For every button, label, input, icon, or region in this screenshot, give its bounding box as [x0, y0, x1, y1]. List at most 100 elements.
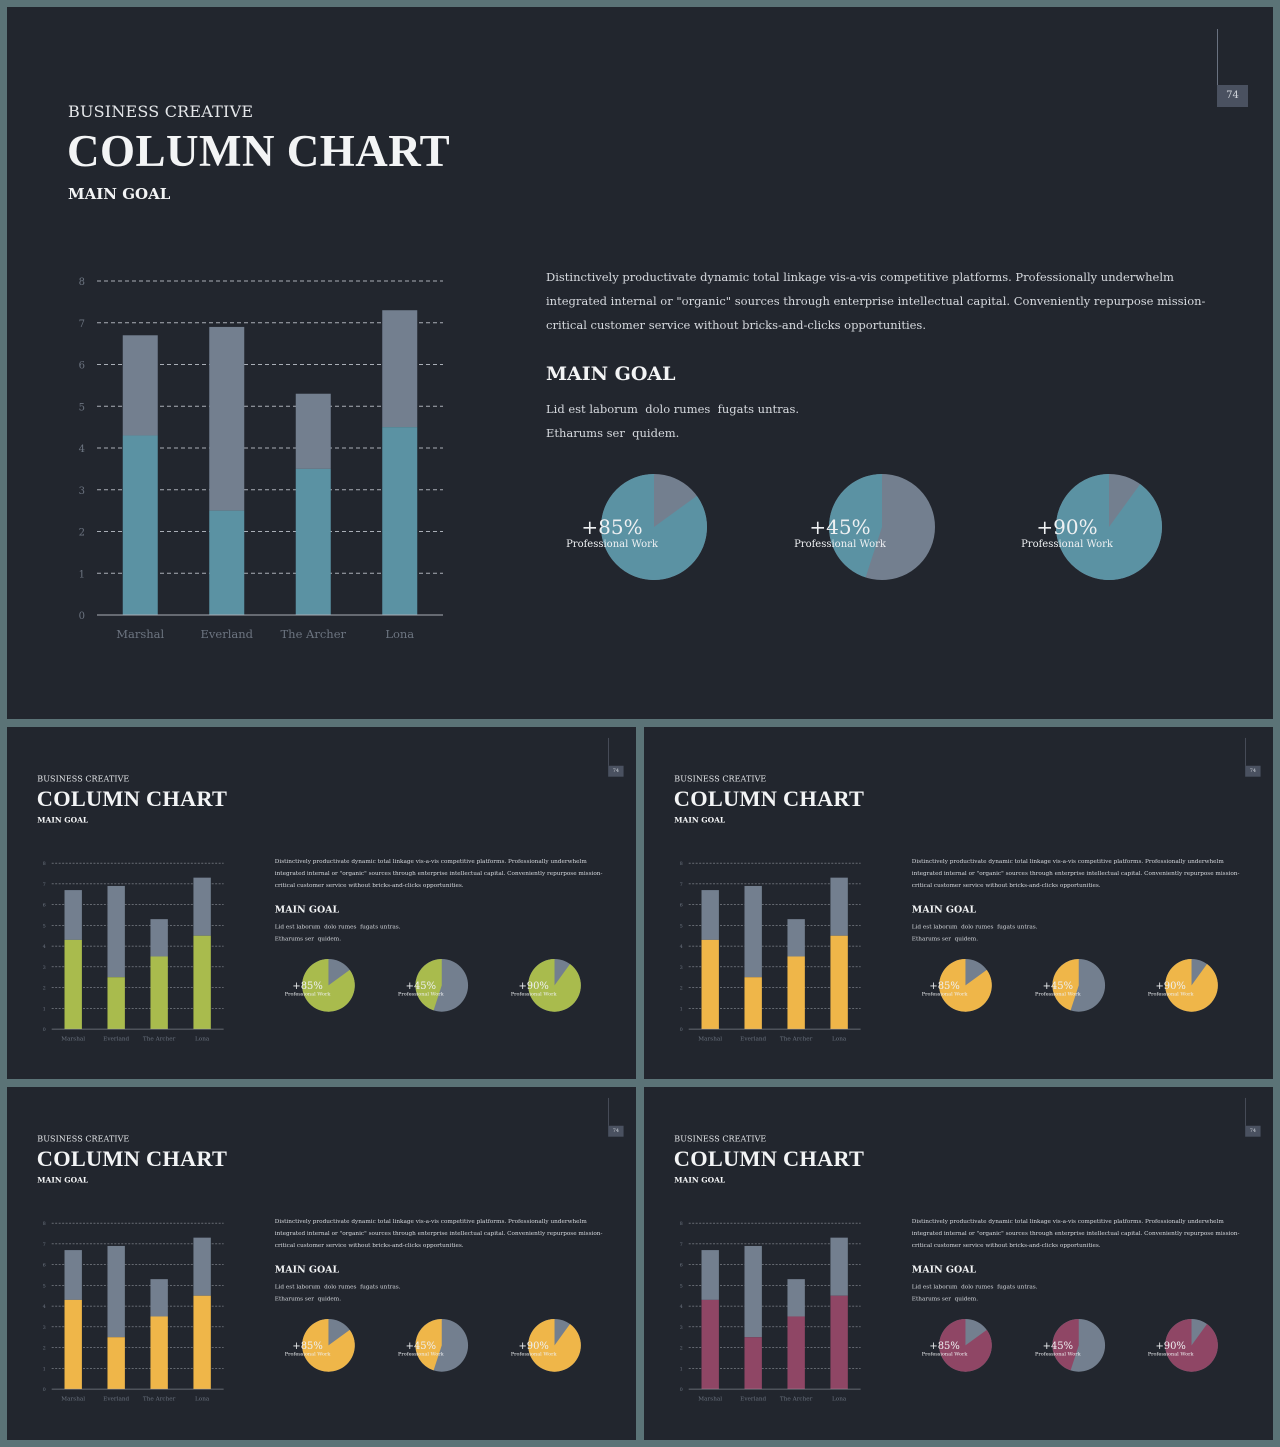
y-tick-label: 3 — [43, 1325, 46, 1331]
pie-percent: +85% — [929, 1339, 960, 1352]
bar-primary-3 — [150, 956, 168, 1030]
column-chart: 0 1 2 3 4 5 6 7 8 Marshal Everland The Archer Lona — [43, 861, 224, 1043]
goal-text: Lid est laborum dolo rumes fugats untras… — [275, 1281, 401, 1305]
goal-line-1: Lid est laborum dolo rumes fugats untras… — [546, 402, 800, 416]
bar-primary-1 — [64, 1299, 82, 1390]
bar-secondary-2 — [209, 326, 245, 511]
pie-caption: Professional Work — [284, 1351, 331, 1357]
bar-secondary-3 — [295, 393, 331, 469]
pie-charts — [939, 1319, 1218, 1372]
pie-label-3: +90% Professional Work — [1012, 515, 1122, 551]
pie-percent: +85% — [929, 979, 960, 992]
y-tick-label: 4 — [680, 1304, 683, 1310]
y-tick-label: 2 — [43, 986, 46, 992]
x-category-label: Everland — [103, 1397, 129, 1403]
pie-caption: Professional Work — [794, 539, 886, 550]
bar-primary-4 — [193, 1295, 211, 1390]
pie-caption: Professional Work — [510, 991, 557, 997]
pie-slice-1 — [601, 474, 708, 580]
y-tick-label: 3 — [680, 965, 683, 971]
pie-label-1: +85% Professional Work — [917, 1339, 972, 1357]
bar-secondary-4 — [830, 877, 848, 936]
x-category-label: The Archer — [780, 1397, 813, 1403]
y-tick-label: 4 — [43, 1304, 46, 1310]
pie-charts — [302, 1319, 581, 1372]
slide-1[interactable]: 74 BUSINESS CREATIVE COLUMN CHART MAIN G… — [7, 7, 1273, 719]
pie-label-3: +90% Professional Work — [506, 1339, 561, 1357]
slide-canvas: 74 BUSINESS CREATIVE COLUMN CHART MAIN G… — [644, 727, 1273, 1079]
x-category-label: Lona — [385, 627, 414, 641]
column-chart: 0 1 2 3 4 5 6 7 8 Marshal Everland The Archer Lona — [680, 1221, 861, 1403]
goal-line-1: Lid est laborum dolo rumes fugats untras… — [911, 1283, 1038, 1291]
x-category-label: The Archer — [143, 1397, 176, 1403]
y-tick-label: 0 — [79, 611, 85, 622]
pie-caption: Professional Work — [398, 991, 444, 997]
bar-primary-2 — [107, 977, 125, 1030]
pie-slice-1 — [302, 1319, 355, 1372]
pie-charts — [939, 959, 1218, 1012]
x-category-label: Everland — [740, 1037, 766, 1043]
description-text: Distinctively productivate dynamic total… — [911, 1217, 1240, 1249]
y-tick-label: 7 — [79, 319, 85, 330]
y-tick-label: 1 — [43, 1366, 46, 1372]
y-tick-label: 4 — [680, 944, 683, 950]
pie-slice-2 — [1052, 959, 1079, 1011]
bar-secondary-4 — [193, 877, 211, 936]
bar-secondary-4 — [830, 1237, 848, 1296]
bar-primary-1 — [64, 939, 82, 1030]
pie-label-2: +45% Professional Work — [394, 1339, 449, 1357]
bar-secondary-4 — [382, 310, 418, 428]
y-tick-label: 7 — [43, 1242, 46, 1248]
column-chart: 0 1 2 3 4 5 6 7 8 Marshal Everland The Archer Lona — [43, 1221, 224, 1403]
slide-3[interactable]: 74 BUSINESS CREATIVE COLUMN CHART MAIN G… — [644, 727, 1273, 1079]
slide-subtitle: MAIN GOAL — [68, 185, 171, 203]
bar-primary-1 — [701, 939, 719, 1030]
goal-line-2: Etharums ser quidem. — [274, 935, 342, 943]
y-tick-label: 4 — [79, 444, 85, 455]
pie-percent: +45% — [1042, 979, 1074, 992]
page-number-badge: 74 — [608, 765, 624, 777]
y-tick-label: 8 — [79, 277, 85, 288]
bar-primary-2 — [744, 977, 762, 1030]
y-tick-label: 0 — [680, 1027, 683, 1033]
kicker-text: BUSINESS CREATIVE — [37, 1134, 130, 1144]
pie-label-1: +85% Professional Work — [280, 1339, 335, 1357]
pie-label-1: +85% Professional Work — [557, 515, 667, 551]
y-tick-label: 6 — [680, 903, 683, 909]
pie-caption: Professional Work — [566, 539, 658, 550]
column-chart: 0 1 2 3 4 5 6 7 8 Marshal Everland The Archer Lona — [79, 277, 443, 641]
description-text: Distinctively productivate dynamic total… — [274, 857, 603, 889]
kicker-text: BUSINESS CREATIVE — [37, 774, 130, 784]
description-text: Distinctively productivate dynamic total… — [274, 1217, 603, 1249]
pie-caption: Professional Work — [284, 991, 331, 997]
slide-4[interactable]: 74 BUSINESS CREATIVE COLUMN CHART MAIN G… — [7, 1087, 636, 1440]
pie-charts — [302, 959, 581, 1012]
y-tick-label: 8 — [43, 861, 46, 867]
x-category-label: The Archer — [780, 1037, 813, 1043]
slide-2[interactable]: 74 BUSINESS CREATIVE COLUMN CHART MAIN G… — [7, 727, 636, 1079]
goal-line-2: Etharums ser quidem. — [546, 426, 680, 440]
bar-secondary-1 — [64, 1250, 82, 1300]
goal-line-2: Etharums ser quidem. — [911, 935, 979, 943]
pie-percent: +90% — [1036, 515, 1098, 539]
page-number-badge: 74 — [1217, 85, 1248, 107]
bar-primary-2 — [209, 510, 245, 615]
bar-primary-1 — [122, 435, 158, 615]
pie-percent: +90% — [1155, 1339, 1186, 1352]
slide-canvas: 74 BUSINESS CREATIVE COLUMN CHART MAIN G… — [644, 1087, 1273, 1440]
x-category-label: Marshal — [116, 627, 164, 641]
pie-percent: +90% — [1155, 979, 1186, 992]
y-tick-label: 2 — [79, 528, 85, 539]
bar-secondary-1 — [64, 890, 82, 940]
bar-primary-4 — [830, 935, 848, 1030]
slide-5[interactable]: 74 BUSINESS CREATIVE COLUMN CHART MAIN G… — [644, 1087, 1273, 1440]
bar-secondary-3 — [787, 1279, 805, 1317]
x-category-label: Lona — [195, 1397, 210, 1403]
page-number-badge: 74 — [1245, 765, 1261, 777]
goal-heading: MAIN GOAL — [546, 363, 676, 385]
y-tick-label: 3 — [43, 965, 46, 971]
y-tick-label: 7 — [680, 1242, 683, 1248]
kicker-text: BUSINESS CREATIVE — [68, 102, 254, 121]
pie-caption: Professional Work — [921, 991, 968, 997]
pie-caption: Professional Work — [398, 1351, 444, 1357]
